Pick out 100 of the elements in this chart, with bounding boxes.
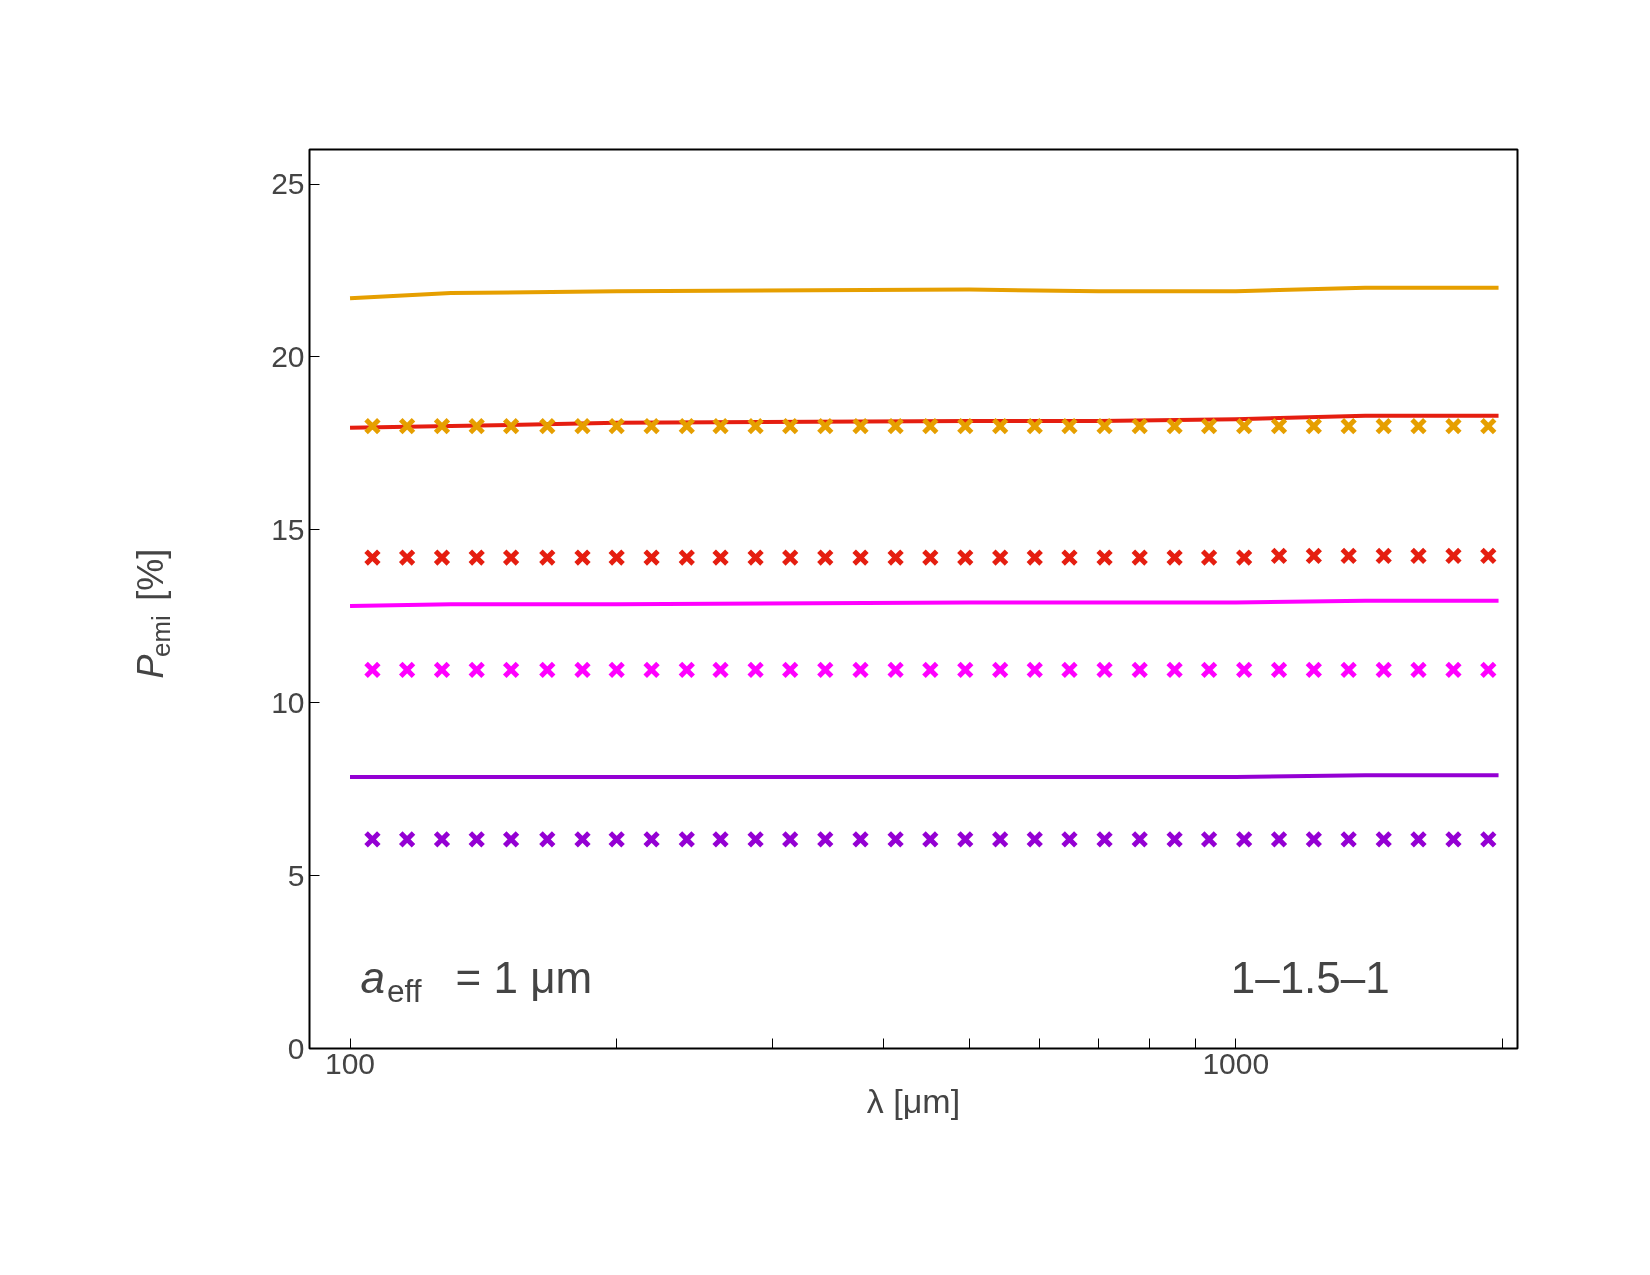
point (781, 548, 800, 567)
point (433, 830, 451, 849)
point (1165, 661, 1184, 679)
point (467, 548, 486, 567)
point (1060, 417, 1079, 435)
point (1165, 830, 1184, 849)
point (607, 830, 626, 849)
point (1165, 548, 1184, 567)
point (956, 417, 975, 435)
point (433, 548, 451, 567)
point (1444, 830, 1463, 849)
point (1409, 546, 1428, 565)
x-tick-label: 1000 (1202, 1046, 1270, 1080)
point (573, 830, 592, 849)
point (1479, 417, 1498, 435)
point (1025, 548, 1044, 567)
point (1479, 661, 1498, 679)
point (921, 417, 940, 435)
point (1060, 830, 1079, 849)
point (1270, 661, 1288, 679)
y-tick-label: 0 (287, 1031, 305, 1065)
point (921, 830, 940, 849)
y-tick-label: 10 (271, 685, 305, 719)
point (851, 417, 870, 435)
point (1339, 830, 1358, 849)
point (781, 417, 800, 435)
point (363, 830, 382, 849)
point (1409, 417, 1428, 435)
point (1304, 661, 1323, 679)
point (538, 661, 557, 679)
point (1165, 417, 1184, 435)
point (816, 548, 835, 567)
point (398, 417, 416, 435)
point (363, 417, 382, 435)
point (816, 417, 835, 435)
point (677, 830, 696, 849)
point (1025, 661, 1044, 679)
point (398, 548, 416, 567)
point (1479, 546, 1498, 565)
annotation: 1–1.5–1 (1230, 953, 1390, 1002)
point (467, 661, 486, 679)
point (851, 830, 870, 849)
y-tick-label: 15 (271, 512, 305, 546)
point (1095, 661, 1114, 679)
point (642, 548, 661, 567)
y-tick-label: 25 (271, 167, 305, 201)
point (398, 661, 416, 679)
point (573, 417, 592, 435)
point (1130, 661, 1149, 679)
point (502, 417, 520, 435)
point (1304, 830, 1323, 849)
point (1409, 661, 1428, 679)
point (538, 830, 557, 849)
point (711, 417, 730, 435)
point (956, 548, 975, 567)
point (1374, 661, 1393, 679)
point (1374, 830, 1393, 849)
point (746, 417, 765, 435)
point (991, 830, 1010, 849)
point (1374, 417, 1393, 435)
point (1235, 830, 1254, 849)
point (1025, 830, 1044, 849)
point (991, 548, 1010, 567)
point (921, 548, 940, 567)
point (433, 661, 451, 679)
point (886, 548, 905, 567)
point (677, 548, 696, 567)
point (956, 830, 975, 849)
point (467, 830, 486, 849)
point (677, 661, 696, 679)
y-tick-label: 20 (271, 339, 305, 373)
point (642, 417, 661, 435)
point (538, 417, 557, 435)
point (711, 830, 730, 849)
point (1200, 417, 1218, 435)
point (711, 548, 730, 567)
point (607, 548, 626, 567)
point (746, 548, 765, 567)
point (1060, 548, 1079, 567)
point (1444, 417, 1463, 435)
point (1235, 417, 1254, 435)
point (1200, 830, 1218, 849)
point (1095, 548, 1114, 567)
point (1270, 830, 1288, 849)
point (502, 830, 520, 849)
point (1409, 830, 1428, 849)
point (642, 661, 661, 679)
point (711, 661, 730, 679)
point (1374, 546, 1393, 565)
point (1270, 546, 1288, 565)
point (1444, 546, 1463, 565)
point (1235, 661, 1254, 679)
point (956, 661, 975, 679)
point (502, 548, 520, 567)
y-axis-title: Pemi [%] (130, 548, 176, 679)
point (1130, 830, 1149, 849)
point (991, 417, 1010, 435)
point (467, 417, 486, 435)
point (781, 661, 800, 679)
point (1025, 417, 1044, 435)
